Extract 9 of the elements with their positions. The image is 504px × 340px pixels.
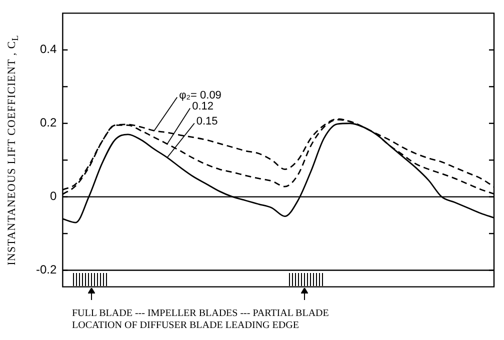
text: FULL BLADE --- IMPELLER BLADES --- PARTIAL BLADE [72, 308, 329, 320]
y-tick-label: -0.2 [36, 262, 57, 277]
text: LOCATION OF DIFFUSER BLADE LEADING EDGE [72, 320, 300, 332]
y-tick-label: 0.4 [40, 42, 57, 56]
text: φ₂= 0.09 [179, 89, 222, 102]
y-tick-label: 0 [50, 189, 57, 204]
text: 0.12 [192, 100, 214, 112]
y-tick-label: 0.2 [40, 116, 57, 130]
text: 0.15 [196, 115, 218, 128]
